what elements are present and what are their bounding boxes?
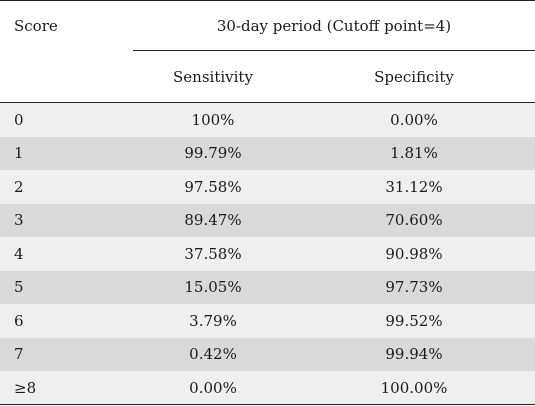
- table-row: 6 3.79% 99.52%: [0, 304, 535, 338]
- table-row: 0 100% 0.00%: [0, 103, 535, 137]
- table-row: 2 97.58% 31.12%: [0, 170, 535, 204]
- specificity-cell: 99.52%: [385, 311, 443, 330]
- header-bottom-rule: [0, 102, 535, 103]
- score-cell: 4: [14, 244, 24, 263]
- score-cell: 7: [14, 345, 24, 364]
- score-cell: 0: [14, 110, 24, 129]
- score-cell: 1: [14, 144, 24, 163]
- specificity-cell: 0.00%: [390, 110, 438, 129]
- specificity-cell: 1.81%: [390, 144, 438, 163]
- table-row: ≥8 0.00% 100.00%: [0, 371, 535, 405]
- specificity-cell: 31.12%: [385, 177, 443, 196]
- specificity-cell: 70.60%: [385, 211, 443, 230]
- sensitivity-cell: 3.79%: [189, 311, 237, 330]
- table-body: 0 100% 0.00% 1 99.79% 1.81% 2 97.58% 31.…: [0, 103, 535, 405]
- period-group-header: 30-day period (Cutoff point=4): [216, 17, 452, 35]
- score-column-header: Score: [14, 17, 58, 35]
- sensitivity-cell: 97.58%: [184, 177, 242, 196]
- sensitivity-cell: 0.00%: [189, 378, 237, 397]
- score-cell: ≥8: [14, 378, 37, 397]
- sensitivity-column-header: Sensitivity: [173, 68, 253, 86]
- table-row: 3 89.47% 70.60%: [0, 203, 535, 237]
- specificity-column-header: Specificity: [374, 68, 454, 86]
- table-row: 4 37.58% 90.98%: [0, 237, 535, 271]
- table-row: 7 0.42% 99.94%: [0, 337, 535, 371]
- specificity-cell: 97.73%: [385, 278, 443, 297]
- score-cell: 3: [14, 211, 24, 230]
- sensitivity-cell: 100%: [191, 110, 235, 129]
- bottom-rule: [0, 404, 535, 405]
- sensitivity-cell: 37.58%: [184, 244, 242, 263]
- score-cell: 2: [14, 177, 24, 196]
- score-cell: 6: [14, 311, 24, 330]
- sensitivity-cell: 0.42%: [189, 345, 237, 364]
- sensitivity-cell: 89.47%: [184, 211, 242, 230]
- table-row: 5 15.05% 97.73%: [0, 270, 535, 304]
- score-cell: 5: [14, 278, 24, 297]
- table-row: 1 99.79% 1.81%: [0, 136, 535, 170]
- specificity-cell: 100.00%: [380, 378, 448, 397]
- group-header-rule: [133, 50, 535, 51]
- specificity-cell: 90.98%: [385, 244, 443, 263]
- top-rule: [0, 0, 535, 1]
- sensitivity-cell: 99.79%: [184, 144, 242, 163]
- specificity-cell: 99.94%: [385, 345, 443, 364]
- sensitivity-cell: 15.05%: [184, 278, 242, 297]
